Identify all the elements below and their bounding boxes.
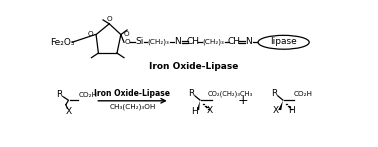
Text: R: R bbox=[271, 89, 277, 98]
Text: Iron Oxide-Lipase: Iron Oxide-Lipase bbox=[149, 62, 239, 71]
Text: O: O bbox=[123, 31, 129, 37]
Text: lipase: lipase bbox=[270, 37, 297, 46]
Text: +: + bbox=[237, 94, 248, 107]
Text: CH: CH bbox=[186, 37, 200, 46]
Polygon shape bbox=[278, 101, 283, 110]
Polygon shape bbox=[197, 101, 200, 110]
Text: H: H bbox=[191, 107, 198, 116]
Text: Si: Si bbox=[135, 37, 144, 46]
Text: Fe₂O₃: Fe₂O₃ bbox=[51, 38, 75, 47]
Text: X: X bbox=[207, 106, 213, 115]
Text: O: O bbox=[88, 31, 94, 37]
Text: (CH₂)₃: (CH₂)₃ bbox=[202, 38, 224, 45]
Text: R: R bbox=[57, 90, 63, 99]
Text: H: H bbox=[288, 106, 295, 115]
Text: O: O bbox=[124, 39, 130, 45]
Text: R: R bbox=[188, 89, 195, 98]
Text: CO₂H: CO₂H bbox=[293, 91, 313, 97]
Text: N: N bbox=[174, 37, 181, 46]
Text: CH₃(CH₂)₃OH: CH₃(CH₂)₃OH bbox=[109, 104, 156, 110]
Text: CO₂(CH₂)₃CH₃: CO₂(CH₂)₃CH₃ bbox=[208, 91, 253, 97]
Text: N: N bbox=[245, 37, 252, 46]
Text: (CH₂)₃: (CH₂)₃ bbox=[147, 38, 169, 45]
Text: CO₂H: CO₂H bbox=[79, 92, 98, 98]
Text: X: X bbox=[273, 106, 279, 115]
Text: X: X bbox=[66, 107, 72, 116]
Text: Iron Oxide-Lipase: Iron Oxide-Lipase bbox=[94, 89, 170, 98]
Text: O: O bbox=[107, 16, 112, 22]
Text: CH: CH bbox=[228, 37, 240, 46]
